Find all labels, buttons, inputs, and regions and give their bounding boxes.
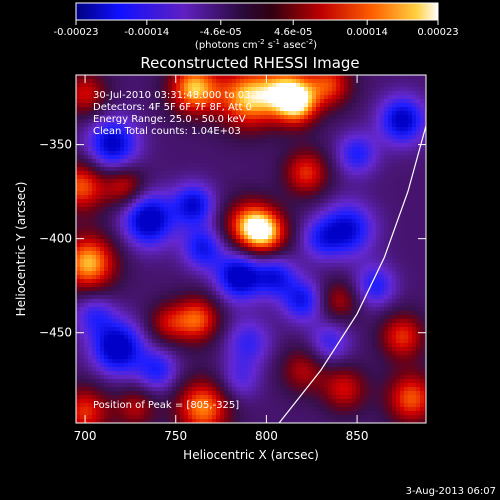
- x-axis-label: Heliocentric X (arcsec): [183, 448, 319, 462]
- chart-title: Reconstructed RHESSI Image: [140, 54, 359, 72]
- colorbar-label: (photons cm-2 s-1 asec-2): [195, 38, 317, 51]
- y-tick-label: −350: [39, 138, 72, 152]
- y-axis: −450 −400 −350: [39, 138, 426, 340]
- plot-frame: [75, 74, 427, 424]
- colorbar-tick-label: -0.00014: [124, 27, 169, 38]
- x-tick-label: 700: [74, 429, 97, 443]
- footer-date: 3-Aug-2013 06:07: [406, 486, 496, 497]
- colorbar-tick-label: 0.00023: [417, 27, 458, 38]
- peak-position-label: Position of Peak = [805,-325]: [93, 400, 239, 411]
- colorbar-tick-label: 0.00014: [346, 27, 387, 38]
- colorbar-tick-label: 4.6e-05: [274, 27, 312, 38]
- annotation-detectors: Detectors: 4F 5F 6F 7F 8F, Att 0: [93, 102, 252, 113]
- colorbar-tick-label: -4.6e-05: [200, 27, 242, 38]
- solar-limb-line: [278, 125, 426, 423]
- annotation-time: 30-Jul-2010 03:31:48.000 to 03:33:00.000: [93, 90, 305, 101]
- y-axis-label: Heliocentric Y (arcsec): [14, 182, 28, 317]
- annotation-energy: Energy Range: 25.0 - 50.0 keV: [93, 114, 246, 125]
- colorbar: [75, 2, 439, 21]
- y-tick-label: −400: [39, 232, 72, 246]
- heatmap-image: [76, 75, 426, 423]
- annotation-clean: Clean Total counts: 1.04E+03: [93, 126, 241, 137]
- x-axis: 700 750 800 850: [74, 75, 369, 443]
- colorbar-tick-label: -0.00023: [54, 27, 99, 38]
- x-tick-label: 750: [164, 429, 187, 443]
- colorbar-ticks: -0.00023 -0.00014 -4.6e-05 4.6e-05 0.00014 0.…: [54, 20, 459, 38]
- y-tick-label: −450: [39, 326, 72, 340]
- x-tick-label: 800: [255, 429, 278, 443]
- x-tick-label: 850: [346, 429, 369, 443]
